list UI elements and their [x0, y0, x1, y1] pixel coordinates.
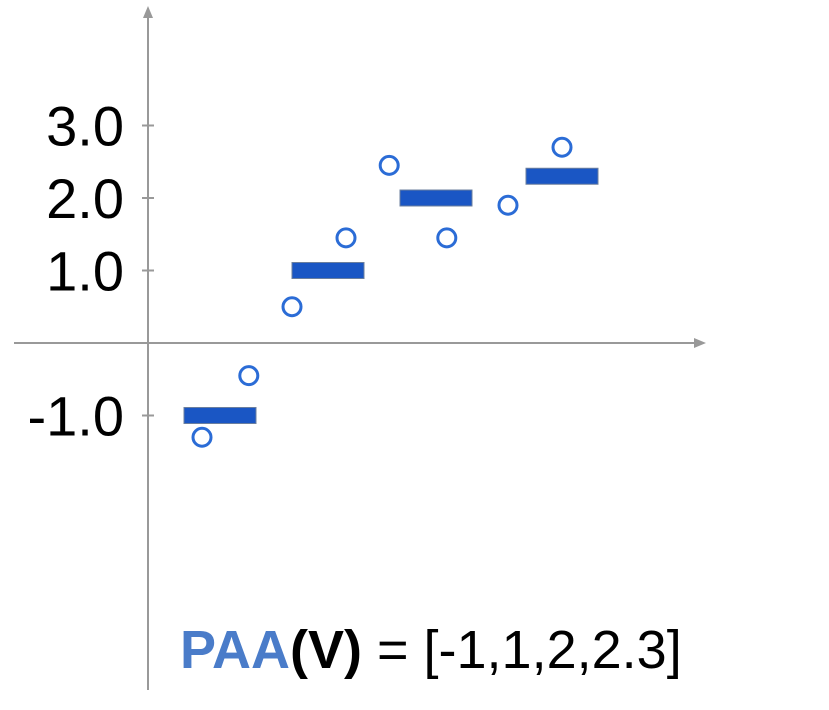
paa-segment — [399, 189, 473, 207]
y-tick-label: 2.0 — [46, 167, 124, 230]
data-point — [497, 194, 519, 216]
y-tick-label: 1.0 — [46, 240, 124, 303]
y-ticks: 3.0 2.0 1.0 -1.0 — [28, 95, 154, 448]
data-point — [191, 426, 213, 448]
x-axis-arrow — [694, 338, 706, 348]
data-point — [335, 227, 357, 249]
data-point — [551, 136, 573, 158]
y-axis-arrow — [143, 6, 153, 18]
data-point — [436, 227, 458, 249]
paa-segments — [183, 167, 599, 424]
formula-arg: (V) — [290, 620, 362, 680]
paa-segment — [183, 407, 257, 424]
data-point — [378, 154, 400, 176]
y-tick-label: 3.0 — [46, 95, 124, 158]
data-point — [238, 365, 260, 387]
formula-name: PAA — [180, 620, 290, 680]
y-tick-label: -1.0 — [28, 385, 125, 448]
paa-formula: PAA(V) = [-1,1,2,2.3] — [180, 620, 682, 680]
formula-values: = [-1,1,2,2.3] — [362, 620, 682, 680]
paa-segment — [291, 262, 365, 279]
data-point — [281, 296, 303, 318]
paa-segment — [525, 167, 599, 185]
data-points — [191, 136, 573, 448]
